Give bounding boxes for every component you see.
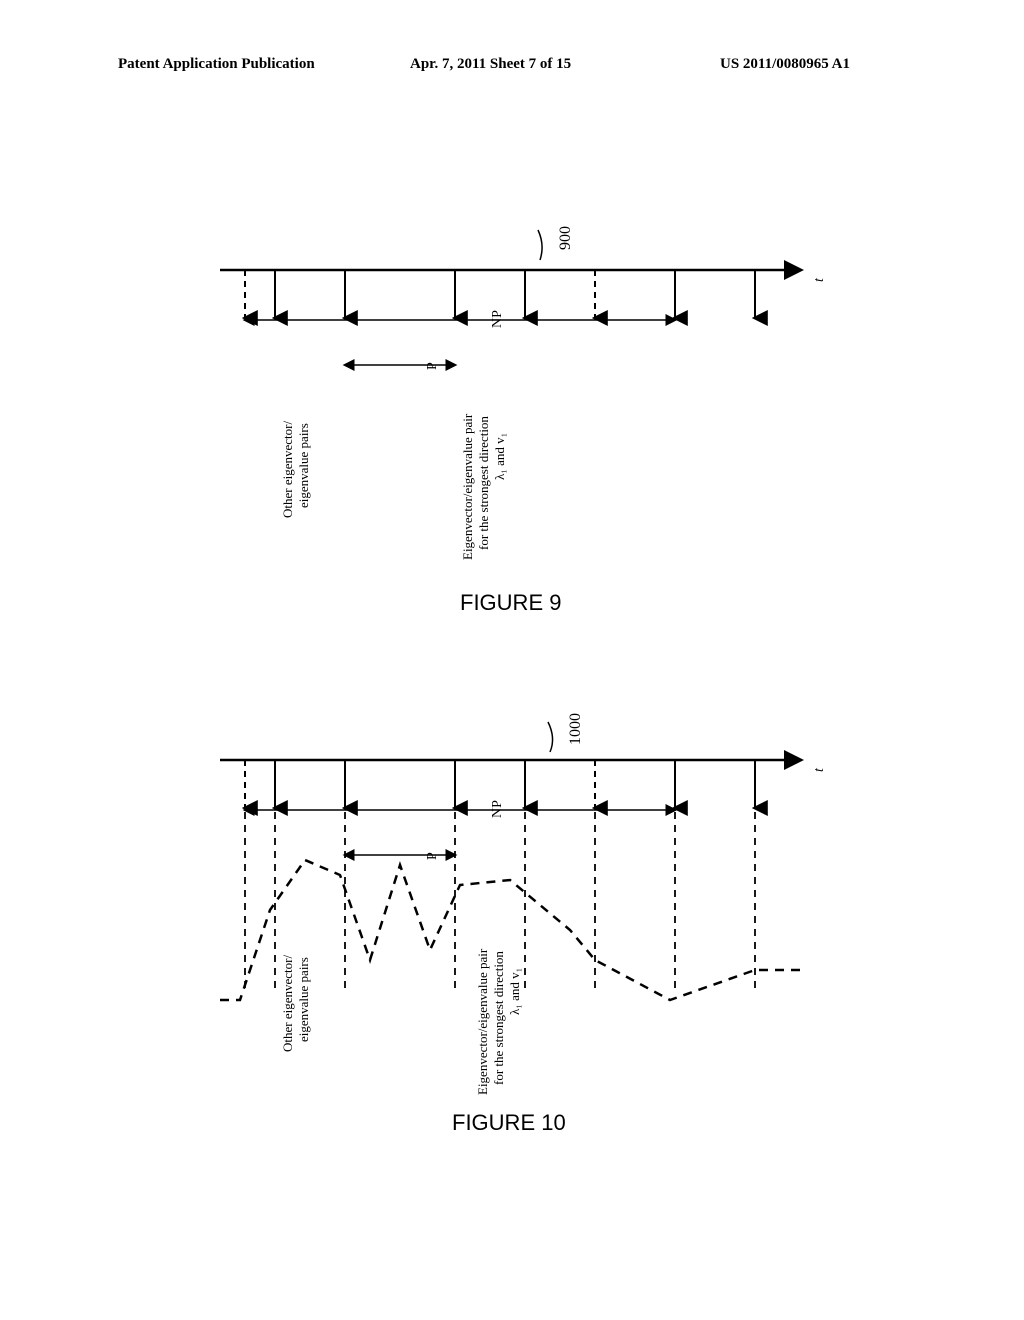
figure-10-main-eigen-line3: λ₁ and v₁ <box>507 968 523 1015</box>
figure-9-ref-number: 900 <box>557 226 575 250</box>
figure-10-p-label: P <box>425 852 441 860</box>
figure-9-other-eigen-line1: Other eigenvector/ <box>280 421 296 518</box>
figure-9-main-eigen-line2: for the strongest direction <box>476 416 492 550</box>
figure-10-other-eigen-line1: Other eigenvector/ <box>280 955 296 1052</box>
figure-9-main-eigen-line1: Eigenvector/eigenvalue pair <box>460 414 476 560</box>
figure-9-p-label: P <box>425 362 441 370</box>
figure-10-t-label: t <box>812 768 828 772</box>
figure-10-caption: FIGURE 10 <box>452 1110 566 1136</box>
figure-10: 1000 NP P t Other eigenvector/ eigenvalu… <box>200 700 840 1120</box>
figure-9-caption: FIGURE 9 <box>460 590 561 616</box>
figure-9-svg <box>200 210 840 570</box>
figure-9-main-eigen-line3: λ₁ and v₁ <box>492 433 508 480</box>
figure-10-ref-number: 1000 <box>567 713 585 745</box>
header-center: Apr. 7, 2011 Sheet 7 of 15 <box>410 56 571 73</box>
figure-9-np-label: NP <box>490 310 506 328</box>
figure-10-main-eigen-line2: for the strongest direction <box>491 951 507 1085</box>
figure-9-t-label: t <box>812 278 828 282</box>
figure-10-np-label: NP <box>490 800 506 818</box>
figure-9-other-eigen-line2: eigenvalue pairs <box>296 423 312 508</box>
figure-10-main-eigen-line1: Eigenvector/eigenvalue pair <box>475 949 491 1095</box>
header-right: US 2011/0080965 A1 <box>720 56 850 73</box>
figure-10-other-eigen-line2: eigenvalue pairs <box>296 957 312 1042</box>
header-left: Patent Application Publication <box>118 56 315 73</box>
figure-9: 900 NP P t Other eigenvector/ eigenvalue… <box>200 210 840 630</box>
